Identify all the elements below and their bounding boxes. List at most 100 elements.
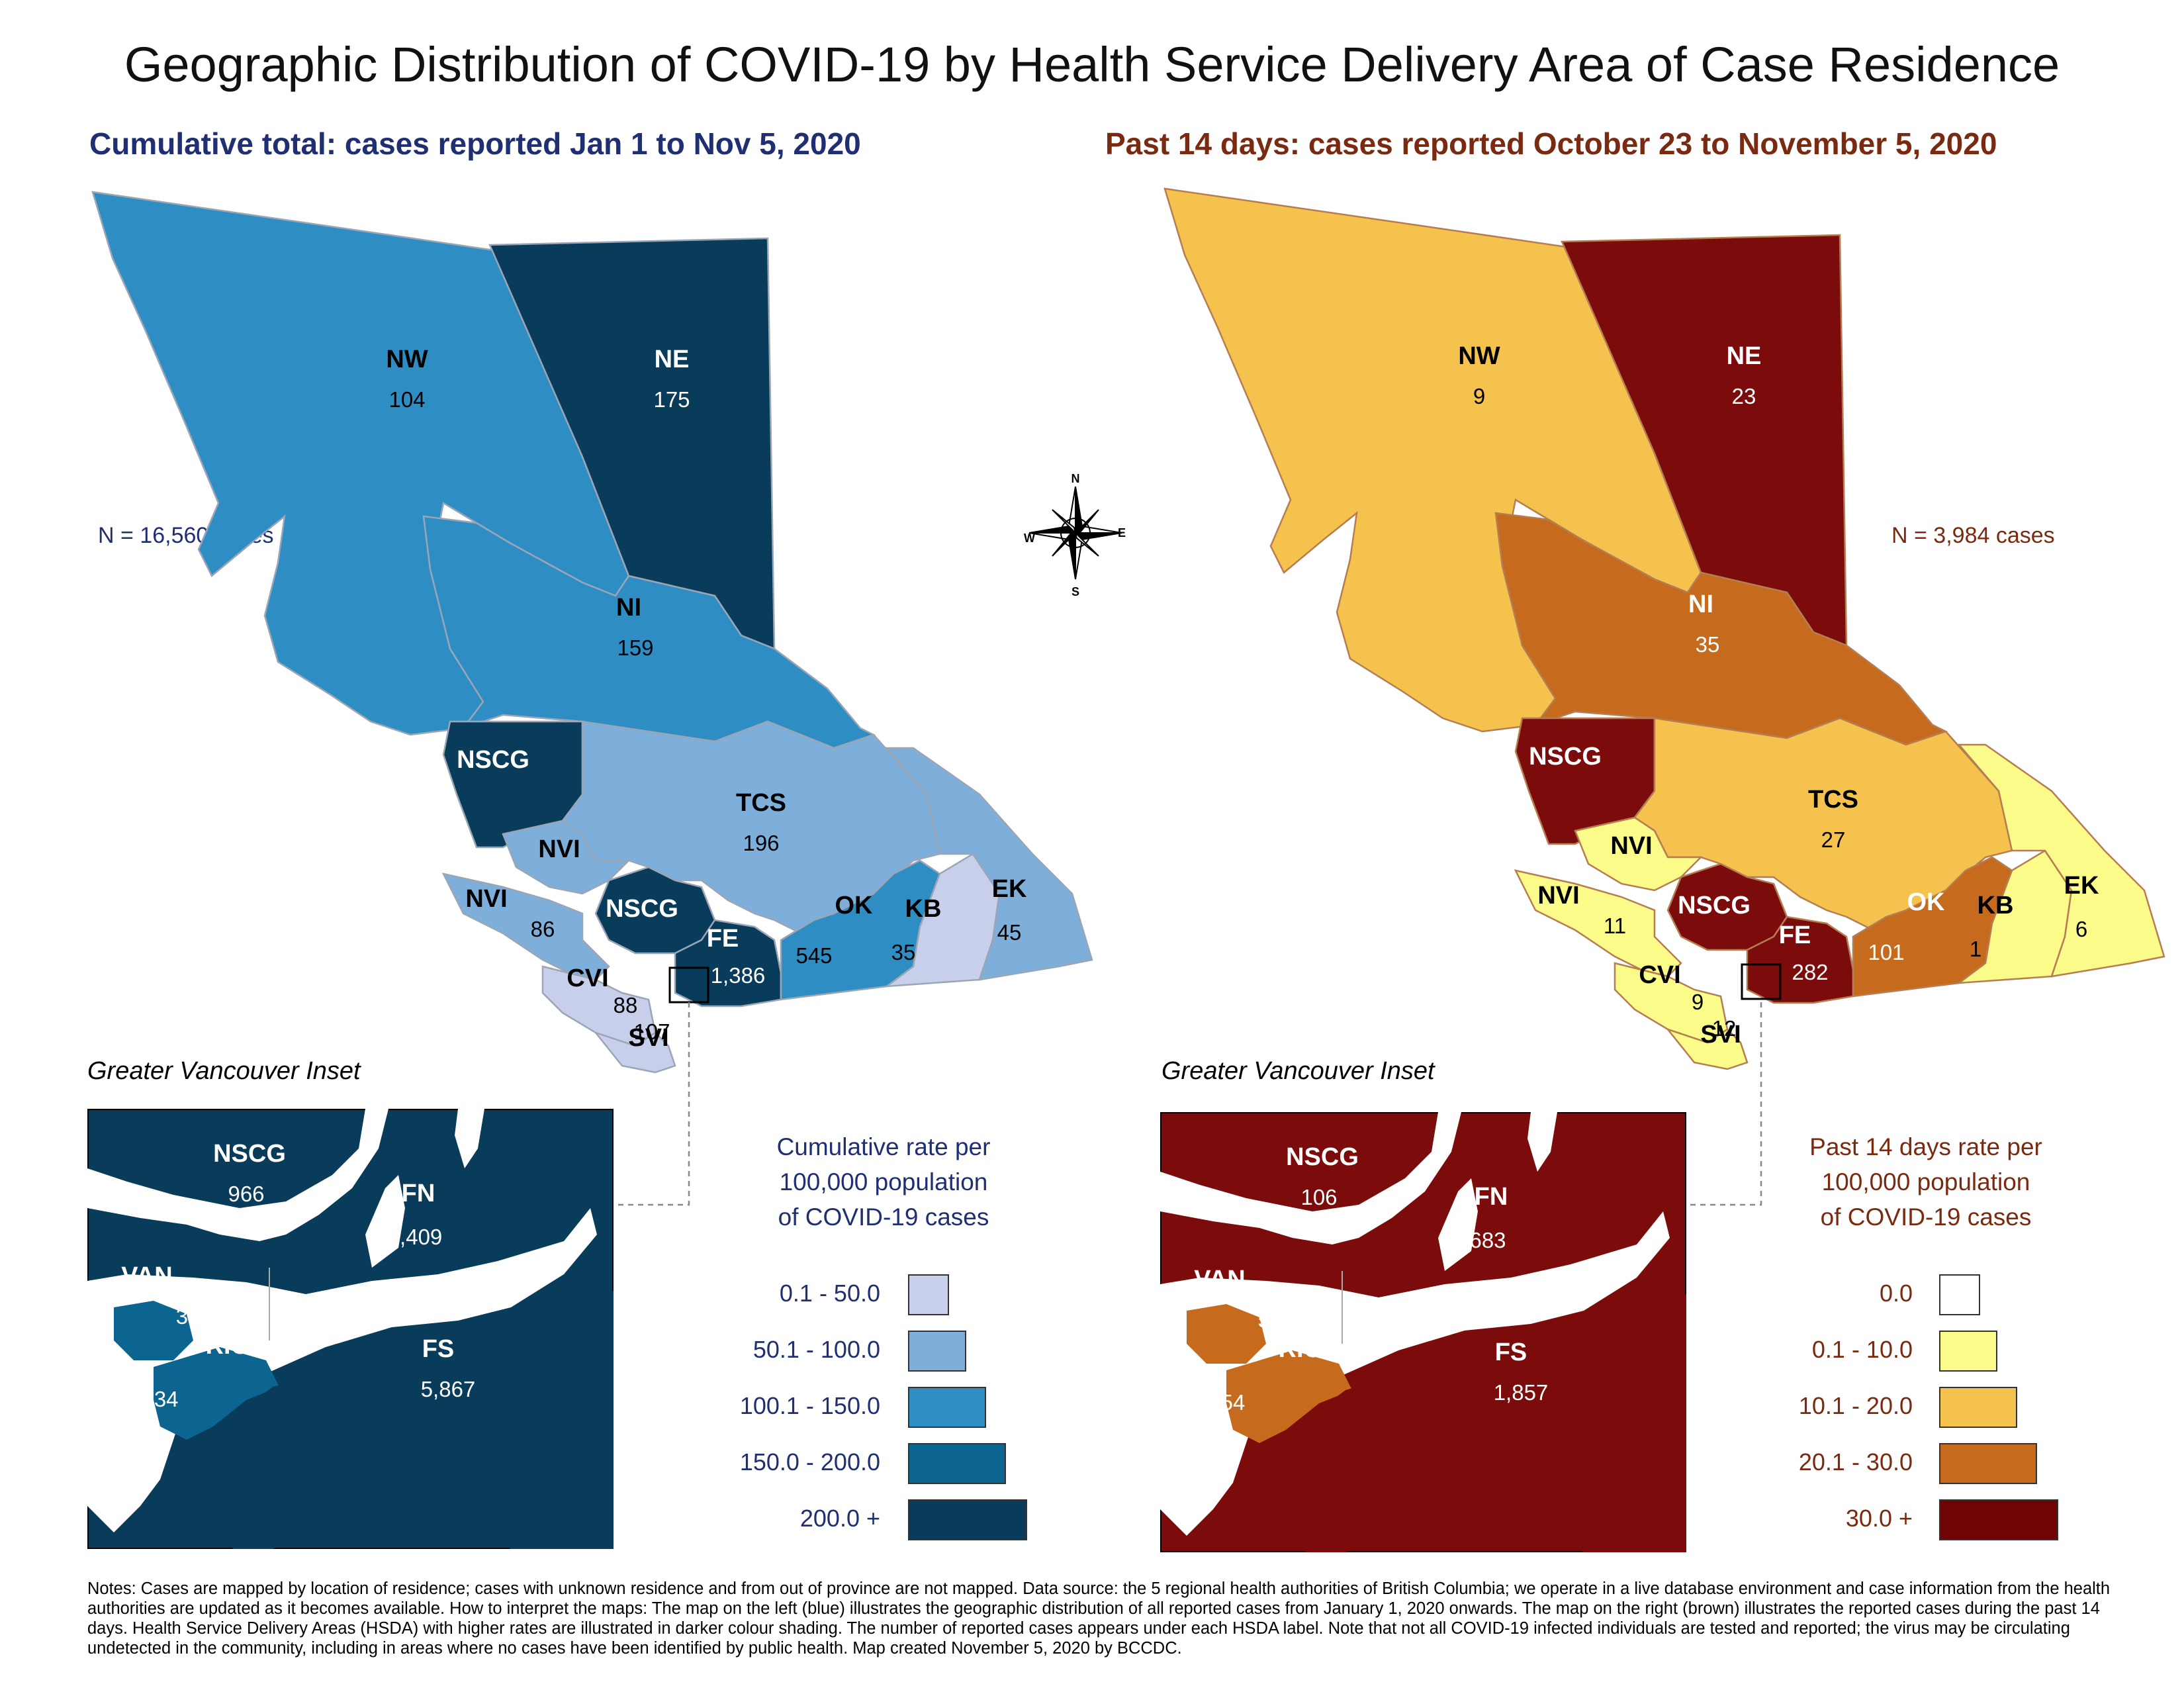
left-region-label: NVI [465, 885, 507, 913]
right-region-count: 9 [1692, 990, 1704, 1014]
left-region-count: 35 [891, 940, 916, 964]
left-inset-region-count: 5,867 [421, 1377, 476, 1401]
right-vancouver-inset: NSCG 106 FN 683 VAN 566 RICH 54 FS 1,857 [1160, 1112, 1686, 1552]
left-region-count: 1,386 [711, 963, 766, 988]
right-region-ek-11 [1957, 743, 2165, 978]
left-region-count: 159 [617, 635, 653, 660]
left-region-label: NSCG [606, 895, 678, 923]
right-region-count: 27 [1821, 827, 1846, 852]
right-region-label: KB [1978, 892, 2014, 919]
right-legend-swatch [1939, 1274, 1980, 1315]
left-legend-label: 0.1 - 50.0 [779, 1280, 880, 1307]
right-legend-title-line1: Past 14 days rate per [1809, 1133, 2042, 1160]
left-region-label: EK [992, 875, 1027, 903]
compass-w-label: W [1024, 532, 1035, 545]
left-inset-region-label: NSCG [213, 1140, 286, 1168]
right-legend-swatch [1939, 1387, 2017, 1428]
right-province-map: NW9NE23NI35NSCGTCS27NVINVI11NSCGFE282OK1… [1163, 187, 2165, 1070]
left-region-nvi-6 [441, 872, 610, 981]
right-map-subtitle: Past 14 days: cases reported October 23 … [1105, 126, 1997, 161]
left-inset-region-label: FN [402, 1180, 435, 1207]
right-inset-region-count: 54 [1221, 1390, 1246, 1415]
right-region-label: CVI [1639, 961, 1680, 989]
compass-n-label: N [1071, 472, 1080, 485]
left-region-count: 175 [653, 387, 690, 412]
left-region-label: NW [386, 346, 428, 373]
right-region-count: 282 [1792, 960, 1828, 984]
left-legend-title-line3: of COVID-19 cases [778, 1203, 989, 1231]
right-region-count: 1 [1970, 937, 1981, 961]
left-region-label: CVI [567, 964, 608, 992]
right-region-count: 35 [1696, 632, 1720, 657]
left-region-count: 86 [531, 917, 555, 941]
right-inset-region-count: 106 [1300, 1185, 1337, 1209]
right-region-label: SVI [1700, 1021, 1741, 1049]
left-region-nvi-5 [502, 820, 631, 895]
left-legend-label: 50.1 - 100.0 [752, 1336, 880, 1363]
right-legend-swatch [1939, 1331, 1997, 1372]
left-legend-label: 150.0 - 200.0 [739, 1448, 880, 1476]
left-region-count: 545 [796, 943, 832, 968]
left-legend-label: 100.1 - 150.0 [739, 1392, 880, 1419]
right-region-label: NVI [1537, 882, 1579, 910]
left-legend-title: Cumulative rate per 100,000 population o… [761, 1129, 1006, 1235]
page-title: Geographic Distribution of COVID-19 by H… [124, 37, 2060, 92]
left-legend-swatch [908, 1443, 1006, 1484]
left-region-label: NVI [538, 835, 580, 863]
left-legend-label: 200.0 + [799, 1505, 880, 1532]
right-legend-label: 0.0 [1879, 1280, 1913, 1307]
right-region-nvi-5 [1574, 816, 1704, 892]
right-inset-region-count: 1,857 [1494, 1380, 1549, 1405]
left-inset-region-count: 3,599 [176, 1304, 231, 1329]
compass-e-label: E [1118, 526, 1126, 539]
right-region-count: 11 [1604, 914, 1626, 938]
left-inset-region-label: VAN [121, 1262, 172, 1290]
left-region-svi-13 [593, 1031, 676, 1074]
right-region-label: NSCG [1678, 892, 1751, 919]
right-region-count: 101 [1868, 940, 1904, 964]
right-legend-label: 10.1 - 20.0 [1798, 1392, 1913, 1419]
right-inset-region-label: NSCG [1286, 1143, 1359, 1171]
left-region-label: TCS [736, 789, 786, 817]
right-case-count: N = 3,984 cases [1891, 523, 2055, 548]
left-inset-region-count: 2,409 [388, 1225, 443, 1249]
right-legend-title: Past 14 days rate per 100,000 population… [1800, 1129, 2052, 1235]
right-region-label: FE [1779, 921, 1811, 949]
right-inset-region-label: RICH [1279, 1335, 1340, 1363]
left-province-map: NW104NE175NI159NSCGTCS196NVINVI86NSCGFE1… [91, 191, 1093, 1074]
right-region-label: NVI [1610, 832, 1652, 860]
right-legend-label: 0.1 - 10.0 [1811, 1336, 1913, 1363]
left-region-label: KB [905, 895, 942, 923]
right-region-label: TCS [1808, 786, 1858, 814]
left-region-count: 45 [997, 920, 1022, 945]
right-region-label: OK [1907, 888, 1946, 916]
left-region-label: OK [835, 892, 874, 919]
left-region-count: 196 [743, 831, 779, 855]
right-region-label: NW [1458, 342, 1500, 370]
right-region-label: EK [2064, 872, 2099, 900]
right-inset-region-count: 683 [1469, 1228, 1506, 1252]
compass-rose-icon: N S E W [1024, 472, 1126, 598]
right-legend-swatch [1939, 1443, 2037, 1484]
left-inset-region-count: 434 [142, 1387, 178, 1411]
right-region-count: 23 [1732, 384, 1756, 408]
left-legend-swatch [908, 1499, 1027, 1540]
right-legend-label: 30.0 + [1845, 1505, 1913, 1532]
right-legend-title-line2: 100,000 population [1821, 1168, 2030, 1196]
left-inset-region-label: RICH [206, 1332, 267, 1360]
right-inset-region-count: 566 [1257, 1307, 1294, 1332]
left-region-count: 88 [614, 993, 638, 1017]
left-region-label: NE [655, 346, 690, 373]
left-region-count: 104 [388, 387, 425, 412]
left-region-ek-11 [885, 747, 1093, 981]
left-inset-region-label: FS [422, 1335, 455, 1363]
right-region-svi-13 [1665, 1027, 1749, 1070]
left-legend-swatch [908, 1387, 986, 1428]
right-region-count: 9 [1473, 384, 1485, 408]
right-inset-region-label: VAN [1194, 1266, 1245, 1293]
right-legend-swatch [1939, 1499, 2058, 1540]
compass-s-label: S [1071, 585, 1079, 598]
left-inset-region-count: 966 [228, 1182, 264, 1206]
